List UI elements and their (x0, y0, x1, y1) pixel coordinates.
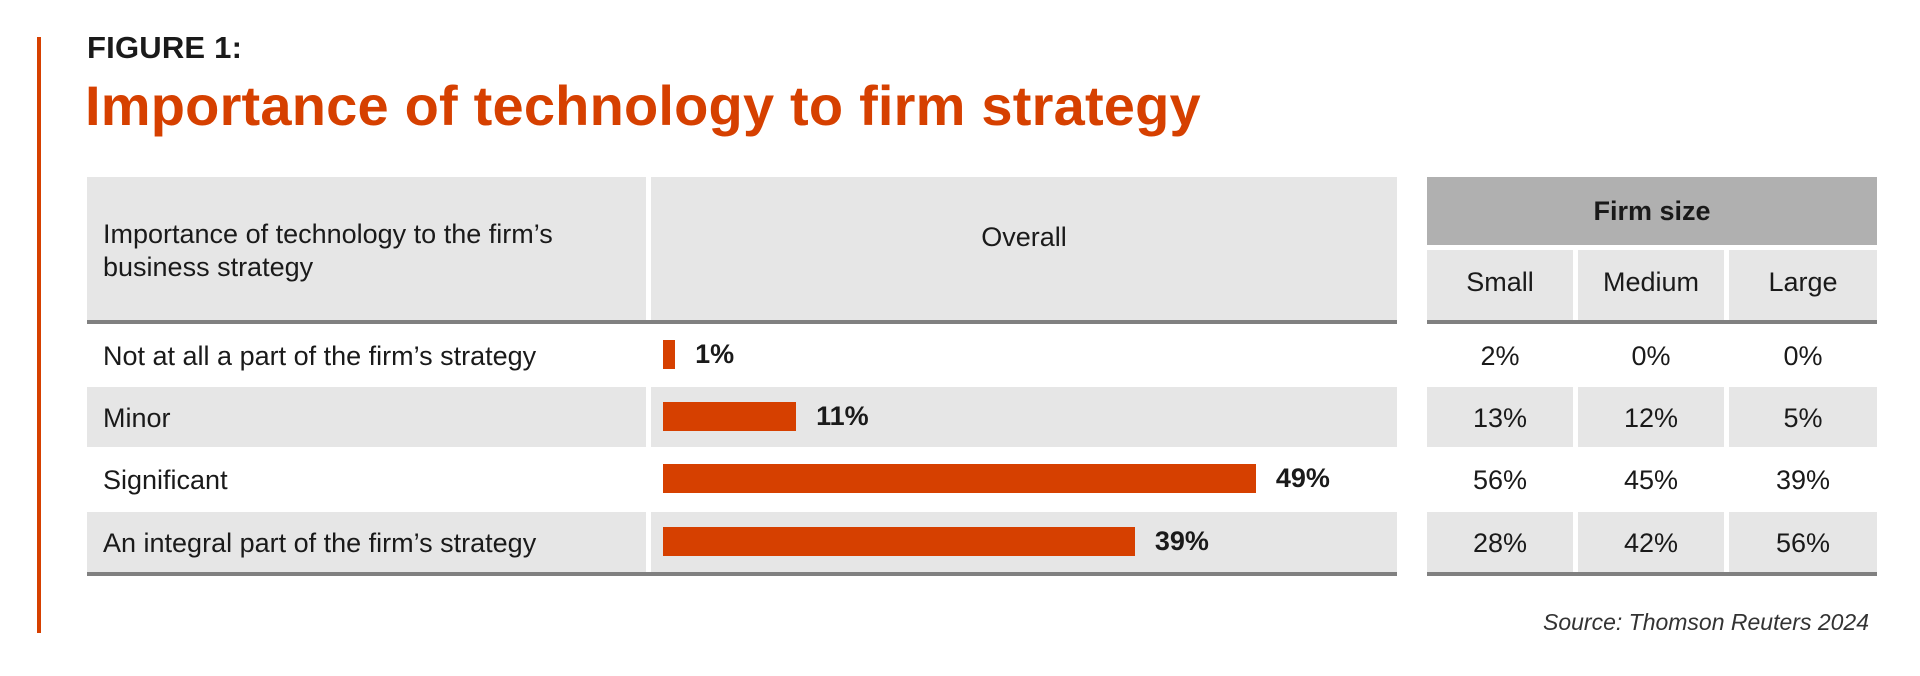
large-header-cell (1729, 250, 1877, 321)
small-value: 28% (1472, 528, 1528, 558)
row-label: Minor (103, 403, 171, 433)
row-label: Significant (103, 465, 228, 495)
medium-value: 42% (1623, 528, 1679, 558)
small-header-cell (1427, 250, 1573, 321)
header-rule-right (1427, 320, 1877, 324)
row-band (87, 512, 646, 573)
row-band (1427, 512, 1573, 573)
bottom-rule-right (1427, 572, 1877, 576)
figure-label: FIGURE 1: (87, 30, 243, 65)
small-value: 56% (1472, 465, 1528, 495)
large-value: 39% (1775, 465, 1831, 495)
bottom-rule-left (87, 572, 1397, 576)
bar-value-label: 1% (695, 339, 735, 369)
chart-title: Importance of technology to firm strateg… (85, 74, 1201, 137)
bar-overall (663, 526, 1135, 556)
bar-value-label: 49% (1275, 463, 1330, 493)
medium-value: 45% (1623, 465, 1679, 495)
bar-value-label: 39% (1154, 526, 1209, 556)
row-band (1578, 387, 1724, 447)
row-band (1729, 512, 1877, 573)
medium-value: 12% (1623, 403, 1679, 433)
header-rule-left (87, 320, 1397, 324)
row-band (1427, 387, 1573, 447)
medium-value: 0% (1631, 341, 1671, 371)
large-header-text: Large (1768, 267, 1838, 297)
large-value: 0% (1783, 341, 1823, 371)
row-label: Not at all a part of the firm’s strategy (103, 341, 537, 371)
large-value: 56% (1775, 528, 1831, 558)
medium-header-cell (1578, 250, 1724, 321)
row-band (1578, 512, 1724, 573)
row-header-text: Importance of technology to the firm’s b… (103, 219, 553, 282)
small-header-text: Small (1466, 267, 1534, 297)
overall-header-text: Overall (981, 222, 1067, 252)
small-value: 2% (1480, 341, 1520, 371)
row-header-cell (87, 177, 646, 321)
bar-overall (663, 401, 797, 431)
bar-overall (663, 339, 676, 369)
firm-size-header-cell (1427, 177, 1877, 245)
bar-overall (663, 463, 1256, 493)
small-value: 13% (1472, 403, 1528, 433)
row-band (87, 387, 646, 447)
large-value: 5% (1783, 403, 1823, 433)
medium-header-text: Medium (1602, 267, 1700, 297)
row-band (1729, 387, 1877, 447)
row-label: An integral part of the firm’s strategy (103, 528, 537, 558)
firm-size-header-text: Firm size (1593, 196, 1711, 226)
accent-rule (37, 37, 41, 633)
source-note: Source: Thomson Reuters 2024 (1542, 609, 1869, 635)
overall-header-cell (651, 177, 1397, 321)
bar-value-label: 11% (816, 401, 869, 431)
